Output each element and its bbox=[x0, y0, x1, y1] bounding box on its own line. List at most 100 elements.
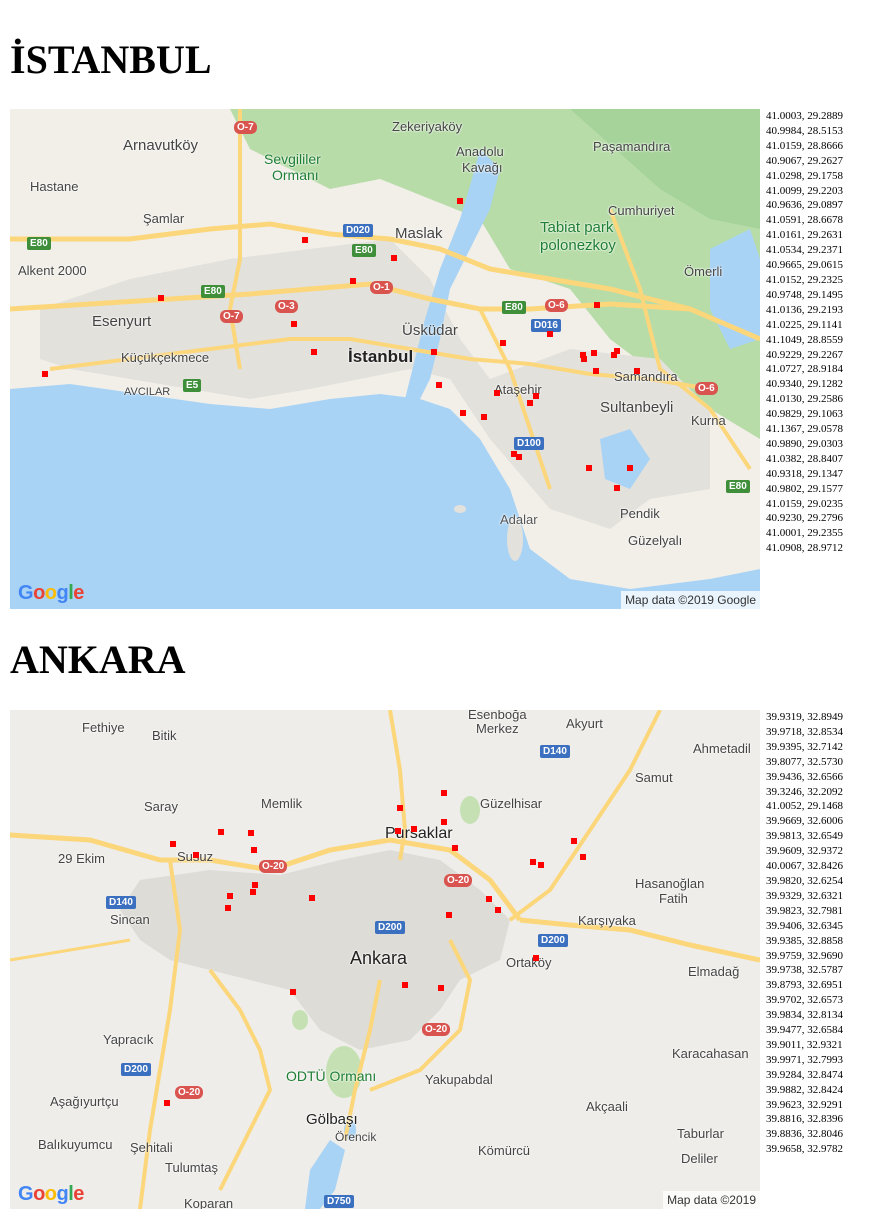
location-marker[interactable] bbox=[613, 348, 620, 355]
location-marker[interactable] bbox=[493, 389, 500, 396]
ankara-title: ANKARA bbox=[10, 637, 186, 682]
place-label: Yakupabdal bbox=[425, 1072, 493, 1087]
location-marker[interactable] bbox=[224, 905, 231, 912]
location-marker[interactable] bbox=[250, 847, 257, 854]
place-label: Samandıra bbox=[614, 369, 678, 384]
location-marker[interactable] bbox=[533, 954, 540, 961]
location-marker[interactable] bbox=[547, 331, 554, 338]
coordinate-item: 41.0052, 29.1468 bbox=[766, 800, 843, 813]
road-shield: E80 bbox=[352, 244, 376, 257]
place-label: Elmadağ bbox=[688, 964, 740, 979]
location-marker[interactable] bbox=[289, 988, 296, 995]
location-marker[interactable] bbox=[441, 790, 448, 797]
location-marker[interactable] bbox=[571, 838, 578, 845]
location-marker[interactable] bbox=[440, 818, 447, 825]
location-marker[interactable] bbox=[530, 859, 537, 866]
location-marker[interactable] bbox=[499, 340, 506, 347]
location-marker[interactable] bbox=[290, 320, 297, 327]
location-marker[interactable] bbox=[438, 985, 445, 992]
location-marker[interactable] bbox=[459, 410, 466, 417]
location-marker[interactable] bbox=[396, 805, 403, 812]
coordinate-item: 39.9971, 32.7993 bbox=[766, 1053, 843, 1066]
ankara-map[interactable]: Esenboğa Merkez Akyurt Fethiye Bitik Ahm… bbox=[10, 710, 760, 1209]
location-marker[interactable] bbox=[527, 400, 534, 406]
place-label: Zekeriyaköy bbox=[392, 119, 463, 134]
location-marker[interactable] bbox=[250, 888, 257, 895]
location-marker[interactable] bbox=[158, 294, 165, 301]
location-marker[interactable] bbox=[170, 841, 177, 848]
location-marker[interactable] bbox=[192, 852, 199, 859]
place-label: Üsküdar bbox=[402, 322, 458, 339]
coordinate-item: 39.9436, 32.6566 bbox=[766, 770, 843, 783]
coordinate-item: 39.9385, 32.8858 bbox=[766, 934, 843, 947]
location-marker[interactable] bbox=[613, 485, 620, 492]
place-label: AVCILAR bbox=[124, 386, 171, 398]
location-marker[interactable] bbox=[41, 370, 48, 377]
coordinate-item: 41.0099, 29.2203 bbox=[766, 184, 843, 197]
road-shield: D750 bbox=[324, 1195, 354, 1208]
location-marker[interactable] bbox=[435, 382, 442, 389]
location-marker[interactable] bbox=[610, 352, 617, 359]
location-marker[interactable] bbox=[452, 844, 459, 851]
location-marker[interactable] bbox=[251, 882, 258, 889]
place-label: Ormanı bbox=[272, 167, 319, 183]
place-label: Merkez bbox=[476, 721, 519, 736]
location-marker[interactable] bbox=[581, 356, 588, 363]
location-marker[interactable] bbox=[302, 237, 309, 244]
road-shield: E5 bbox=[183, 379, 202, 392]
location-marker[interactable] bbox=[510, 451, 517, 457]
coordinate-item: 41.0591, 28.6678 bbox=[766, 214, 843, 227]
place-label: Fatih bbox=[659, 891, 688, 906]
istanbul-title: İSTANBUL bbox=[10, 37, 212, 82]
location-marker[interactable] bbox=[395, 828, 402, 835]
location-marker[interactable] bbox=[309, 894, 316, 901]
location-marker[interactable] bbox=[350, 277, 357, 284]
coordinate-item: 39.9834, 32.8134 bbox=[766, 1009, 843, 1022]
location-marker[interactable] bbox=[485, 896, 492, 903]
location-marker[interactable] bbox=[164, 1100, 171, 1107]
location-marker[interactable] bbox=[533, 393, 540, 400]
location-marker[interactable] bbox=[580, 351, 587, 358]
place-label: Hastane bbox=[30, 179, 79, 194]
ankara-coordinate-list: 39.9319, 32.8949 39.9718, 32.8534 39.9395,… bbox=[766, 710, 843, 1157]
location-marker[interactable] bbox=[586, 464, 593, 471]
location-marker[interactable] bbox=[430, 348, 437, 355]
location-marker[interactable] bbox=[494, 906, 501, 913]
location-marker[interactable] bbox=[402, 982, 409, 989]
location-marker[interactable] bbox=[310, 348, 317, 355]
coordinate-item: 39.9623, 32.9291 bbox=[766, 1098, 843, 1111]
place-label: Tulumtaş bbox=[165, 1160, 218, 1175]
location-marker[interactable] bbox=[411, 826, 418, 833]
coordinate-item: 41.0003, 29.2889 bbox=[766, 110, 843, 122]
road-shield: O-20 bbox=[175, 1086, 204, 1099]
location-marker[interactable] bbox=[594, 301, 601, 308]
coordinate-item: 39.9395, 32.7142 bbox=[766, 740, 843, 753]
place-label: Adalar bbox=[500, 512, 538, 527]
map-attribution: Map data ©2019 Google bbox=[621, 591, 760, 609]
location-marker[interactable] bbox=[590, 349, 597, 356]
coordinate-item: 39.3246, 32.2092 bbox=[766, 785, 843, 798]
coordinate-item: 41.0298, 29.1758 bbox=[766, 169, 843, 182]
location-marker[interactable] bbox=[626, 464, 633, 471]
place-label: Memlik bbox=[261, 796, 303, 811]
location-marker[interactable] bbox=[218, 828, 225, 835]
istanbul-map[interactable]: Zekeriyaköy Arnavutköy Sevgililer Ormanı… bbox=[10, 109, 760, 609]
location-marker[interactable] bbox=[633, 368, 640, 375]
location-marker[interactable] bbox=[592, 368, 599, 375]
coordinate-item: 41.1367, 29.0578 bbox=[766, 423, 843, 436]
location-marker[interactable] bbox=[390, 255, 397, 261]
location-marker[interactable] bbox=[446, 912, 453, 919]
location-marker[interactable] bbox=[515, 453, 522, 460]
place-label: Bitik bbox=[152, 728, 177, 743]
coordinate-item: 39.8836, 32.8046 bbox=[766, 1128, 843, 1141]
location-marker[interactable] bbox=[227, 893, 234, 900]
location-marker[interactable] bbox=[538, 861, 545, 868]
location-marker[interactable] bbox=[248, 829, 255, 836]
location-marker[interactable] bbox=[481, 414, 488, 420]
location-marker[interactable] bbox=[456, 197, 463, 204]
place-label: Sincan bbox=[110, 912, 150, 927]
place-label: Şamlar bbox=[143, 211, 185, 226]
place-label: ODTÜ Ormanı bbox=[286, 1068, 377, 1084]
istanbul-map-canvas bbox=[10, 109, 760, 609]
location-marker[interactable] bbox=[580, 853, 587, 860]
